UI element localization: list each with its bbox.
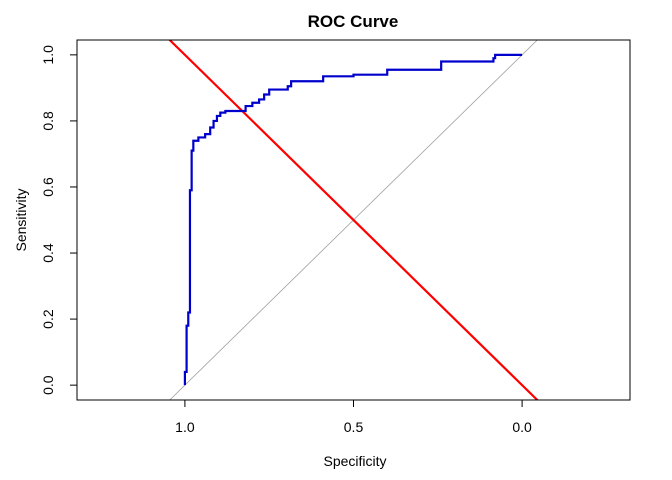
x-axis: 1.0 0.5 0.0 [175,399,532,435]
cutoff-line [168,40,539,400]
y-tick-label: 0.2 [40,309,56,329]
y-axis-title: Sensitivity [13,188,29,251]
y-tick-label: 0.4 [40,243,56,263]
y-axis: 0.0 0.2 0.4 0.6 0.8 1.0 [40,45,78,395]
chart-title: ROC Curve [308,12,399,31]
x-tick-label: 0.5 [344,419,364,435]
y-tick-label: 0.8 [40,111,56,131]
y-tick-label: 0.6 [40,177,56,197]
y-tick-label: 0.0 [40,375,56,395]
x-axis-title: Specificity [323,453,386,469]
y-tick-label: 1.0 [40,45,56,65]
x-tick-label: 0.0 [512,419,532,435]
series-layer [168,40,539,400]
x-tick-label: 1.0 [175,419,195,435]
roc-curve-line [183,53,523,386]
